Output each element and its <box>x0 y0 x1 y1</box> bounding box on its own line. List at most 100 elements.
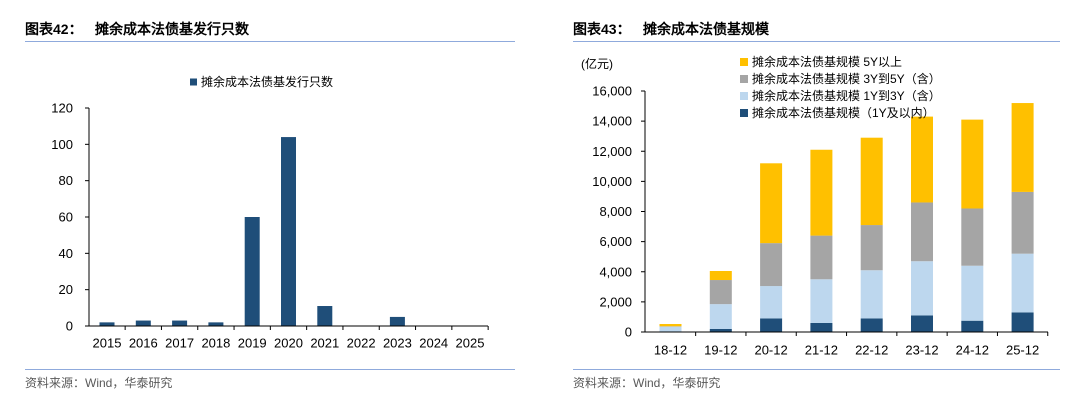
bar-25-12-series-2 <box>1011 253 1034 313</box>
x-tick-label: 23-12 <box>905 343 938 358</box>
figure-43-panel: 图表43： 摊余成本法债基规模 0 2,000 4,000 6,000 8,000 10,0… <box>573 0 1060 411</box>
bar-20-12-series-1 <box>760 318 783 332</box>
x-tick-label: 2017 <box>165 336 194 351</box>
y-axis-unit-label: (亿元) <box>581 56 613 71</box>
bar-2015 <box>99 322 115 326</box>
legend-label: 摊余成本法债基发行只数 <box>201 74 333 89</box>
y-tick-label: 16,000 <box>592 84 632 99</box>
x-tick-label: 2024 <box>419 336 448 351</box>
x-tick-label: 20-12 <box>754 343 787 358</box>
bar-19-12-series-3 <box>709 280 732 305</box>
bar-19-12-series-2 <box>709 304 732 329</box>
x-tick-label: 2016 <box>129 336 158 351</box>
bar-2016 <box>135 320 151 326</box>
y-tick-label: 20 <box>59 282 73 297</box>
legend-swatch <box>190 78 197 86</box>
y-tick-label: 0 <box>66 319 73 334</box>
figure-42-panel: 图表42： 摊余成本法债基发行只数 0 20 40 60 80 100 120 2015 2016… <box>25 0 515 411</box>
bar-20-12-series-4 <box>760 163 783 244</box>
x-tick-label: 19-12 <box>704 343 737 358</box>
x-tick-label: 21-12 <box>805 343 838 358</box>
bar-25-12-series-1 <box>1011 312 1034 332</box>
y-tick-label: 14,000 <box>592 114 632 129</box>
source-note: 资料来源：Wind，华泰研究 <box>573 376 721 390</box>
bar-2017 <box>172 320 188 326</box>
bar-19-12-series-1 <box>709 328 732 332</box>
bar-22-12-series-1 <box>860 318 883 332</box>
x-tick-label: 25-12 <box>1006 343 1039 358</box>
x-tick-label: 2015 <box>93 336 122 351</box>
legend-label: 摊余成本法债基规模 1Y到3Y（含） <box>752 88 941 103</box>
legend-label: 摊余成本法债基规模（1Y及以内） <box>752 105 935 120</box>
y-tick-label: 0 <box>625 325 632 340</box>
x-tick-label: 22-12 <box>855 343 888 358</box>
bar-21-12-series-2 <box>810 279 833 323</box>
bar-25-12-series-4 <box>1011 103 1034 192</box>
bar-22-12-series-4 <box>860 137 883 226</box>
x-tick-label: 2022 <box>347 336 376 351</box>
figure-heading: 图表42： 摊余成本法债基发行只数 <box>25 20 249 38</box>
legend-swatch <box>740 75 748 83</box>
chart-title: 摊余成本法债基发行只数 <box>95 21 249 37</box>
y-tick-label: 10,000 <box>592 174 632 189</box>
y-tick-label: 60 <box>59 210 73 225</box>
bar-23-12-series-4 <box>911 116 933 203</box>
bar-21-12-series-1 <box>810 322 833 332</box>
y-tick-label: 40 <box>59 246 73 261</box>
bar-2019 <box>244 217 260 326</box>
bar-2023 <box>389 316 405 326</box>
title-rule <box>573 41 1060 42</box>
y-tick-label: 120 <box>51 101 73 116</box>
y-tick-label: 2,000 <box>599 294 632 309</box>
x-tick-label: 2018 <box>201 336 230 351</box>
bar-18-12-series-2 <box>659 326 682 332</box>
footer-rule <box>573 369 1060 370</box>
bar-23-12-series-1 <box>911 315 933 332</box>
y-tick-label: 100 <box>51 137 73 152</box>
bar-20-12-series-2 <box>760 286 783 319</box>
legend-label: 摊余成本法债基规模 3Y到5Y（含） <box>752 71 941 86</box>
bar-21-12-series-3 <box>810 235 833 280</box>
legend-swatch <box>740 109 748 117</box>
bar-22-12-series-2 <box>860 270 883 319</box>
chart-title: 摊余成本法债基规模 <box>643 21 769 37</box>
bar-2020 <box>281 137 296 326</box>
bar-18-12-series-4 <box>659 324 682 327</box>
y-tick-label: 12,000 <box>592 144 632 159</box>
y-tick-label: 80 <box>59 173 73 188</box>
bar-21-12-series-4 <box>810 149 833 236</box>
legend-swatch <box>740 58 748 66</box>
fund-size-stacked-bar-chart: 0 2,000 4,000 6,000 8,000 10,000 12,000 14,000 1… <box>581 54 1049 358</box>
bar-20-12-series-3 <box>760 243 783 287</box>
figure-number: 图表42： <box>25 21 83 37</box>
x-tick-label: 2020 <box>274 336 303 351</box>
legend-swatch <box>740 92 748 100</box>
x-tick-label: 2025 <box>456 336 485 351</box>
title-rule <box>25 41 515 42</box>
bar-24-12-series-1 <box>961 320 984 332</box>
issuance-count-bar-chart: 0 20 40 60 80 100 120 2015 2016 2017 2018 2019 2020 2… <box>51 74 489 351</box>
figure-heading: 图表43： 摊余成本法债基规模 <box>573 20 769 38</box>
bar-25-12-series-3 <box>1011 191 1034 254</box>
bar-23-12-series-2 <box>911 261 933 316</box>
footer-rule <box>25 369 515 370</box>
bar-2021 <box>317 306 333 326</box>
y-tick-label: 6,000 <box>599 234 632 249</box>
x-tick-label: 2019 <box>238 336 267 351</box>
bar-24-12-series-3 <box>961 208 984 266</box>
bar-19-12-series-4 <box>709 270 732 281</box>
bar-23-12-series-3 <box>911 202 933 262</box>
bar-22-12-series-3 <box>860 225 883 271</box>
y-tick-label: 4,000 <box>599 264 632 279</box>
legend-label: 摊余成本法债基规模 5Y以上 <box>752 54 902 69</box>
x-tick-label: 2023 <box>383 336 412 351</box>
bar-24-12-series-4 <box>961 119 984 209</box>
bar-2018 <box>208 322 224 326</box>
x-tick-label: 24-12 <box>956 343 989 358</box>
source-note: 资料来源：Wind，华泰研究 <box>25 376 173 390</box>
figure-number: 图表43： <box>573 21 631 37</box>
bar-24-12-series-2 <box>961 265 984 321</box>
x-tick-label: 18-12 <box>654 343 687 358</box>
y-tick-label: 8,000 <box>599 204 632 219</box>
x-tick-label: 2021 <box>310 336 339 351</box>
